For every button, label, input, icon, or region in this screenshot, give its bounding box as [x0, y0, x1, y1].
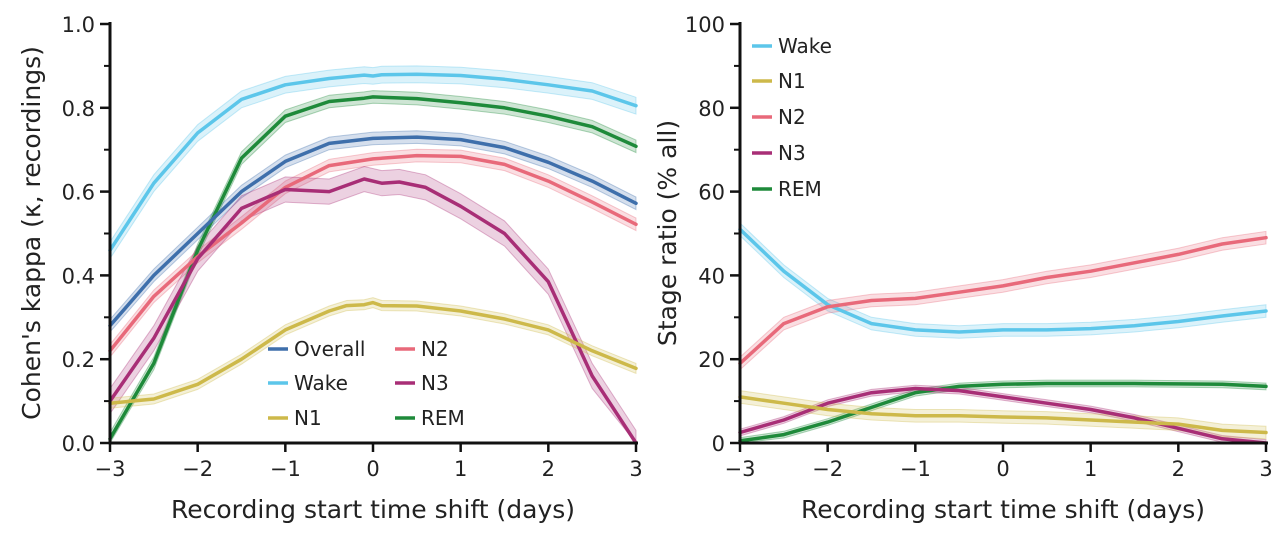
ratio-x-tick-label: 0 [996, 457, 1009, 481]
ratio-band-n1 [739, 390, 1267, 440]
kappa-legend-label: N3 [421, 371, 449, 395]
ratio-y-tick-label: 20 [698, 348, 725, 372]
kappa-x-tick-label: 1 [454, 457, 467, 481]
ratio-x-tick-label: −3 [725, 457, 756, 481]
kappa-line-n3 [108, 177, 638, 445]
kappa-line-wake [108, 72, 638, 253]
kappa-x-tick-label: −2 [182, 457, 213, 481]
kappa-legend-item-rem: REM [395, 406, 465, 430]
kappa-legend-item-n2: N2 [395, 337, 449, 361]
ratio-line-n2 [738, 235, 1268, 366]
kappa-y-axis-label: Cohen's kappa (κ, recordings) [17, 46, 46, 420]
kappa-band-n2 [109, 148, 637, 359]
kappa-legend-item-n1: N1 [268, 406, 322, 430]
ratio-y-tick-label: 40 [698, 264, 725, 288]
ratio-x-tick-label: 1 [1084, 457, 1097, 481]
kappa-line-rem [108, 95, 638, 441]
kappa-band-wake [109, 65, 637, 261]
ratio-legend-item-wake: Wake [752, 34, 832, 58]
ratio-line-n1 [738, 395, 1268, 435]
kappa-x-tick-label: 0 [366, 457, 379, 481]
kappa-x-tick-label: −3 [95, 457, 126, 481]
ratio-legend-label: N3 [778, 141, 806, 165]
kappa-x-tick-label: 2 [542, 457, 555, 481]
kappa-lines [108, 72, 638, 445]
kappa-legend-label: REM [421, 406, 465, 430]
kappa-x-tick-label: −1 [270, 457, 301, 481]
ratio-legend-label: REM [778, 177, 822, 201]
ratio-x-tick-label: 3 [1259, 457, 1272, 481]
ratio-legend-label: N1 [778, 69, 806, 93]
kappa-legend-item-overall: Overall [268, 337, 365, 361]
ratio-legend-item-n1: N1 [752, 69, 806, 93]
ratio-axes: −3 −2 −1 0 1 2 3 0 20 40 60 80 100 [685, 13, 1273, 481]
kappa-y-tick-label: 1.0 [62, 13, 95, 37]
ratio-line-wake [738, 227, 1268, 334]
kappa-legend-label: Overall [294, 337, 365, 361]
ratio-legend-item-rem: REM [752, 177, 822, 201]
ratio-lines [738, 227, 1268, 445]
ratio-y-tick-label: 0 [712, 432, 725, 456]
ratio-legend-item-n2: N2 [752, 105, 806, 129]
ratio-y-tick-label: 80 [698, 97, 725, 121]
kappa-legend-label: Wake [294, 371, 348, 395]
kappa-legend-item-wake: Wake [268, 371, 348, 395]
stage-ratio-panel: −3 −2 −1 0 1 2 3 0 20 40 60 80 100 Recording start t… [653, 13, 1273, 524]
kappa-y-tick-label: 0.6 [62, 181, 95, 205]
kappa-y-tick-label: 0.2 [62, 348, 95, 372]
ratio-y-tick-label: 100 [685, 13, 725, 37]
ratio-band-rem [739, 379, 1267, 444]
kappa-y-tick-label: 0.8 [62, 97, 95, 121]
kappa-legend: Overall Wake N1 N2 N3 REM [268, 337, 465, 430]
kappa-line-n1 [108, 300, 638, 405]
kappa-x-axis-label: Recording start time shift (days) [171, 495, 575, 524]
ratio-line-rem [738, 381, 1268, 443]
ratio-band-wake [739, 221, 1267, 339]
ratio-legend-label: Wake [778, 34, 832, 58]
kappa-panel: −3 −2 −1 0 1 2 3 0.0 0.2 0.4 0.6 0.8 1.0 Recording s… [17, 13, 643, 524]
kappa-axes: −3 −2 −1 0 1 2 3 0.0 0.2 0.4 0.6 0.8 1.0 [62, 13, 643, 481]
ratio-band-n2 [739, 230, 1267, 371]
ratio-x-axis-label: Recording start time shift (days) [801, 495, 1205, 524]
kappa-legend-label: N2 [421, 337, 449, 361]
kappa-legend-item-n3: N3 [395, 371, 449, 395]
kappa-band-overall [109, 130, 637, 334]
kappa-y-tick-label: 0.4 [62, 264, 95, 288]
kappa-y-tick-label: 0.0 [62, 432, 95, 456]
ratio-y-tick-label: 60 [698, 181, 725, 205]
ratio-x-tick-label: 2 [1172, 457, 1185, 481]
kappa-line-overall [108, 135, 638, 328]
ratio-x-tick-label: −2 [812, 457, 843, 481]
kappa-legend-label: N1 [294, 406, 322, 430]
ratio-x-tick-label: −1 [900, 457, 931, 481]
kappa-x-tick-label: 3 [629, 457, 642, 481]
ratio-line-n3 [738, 386, 1268, 445]
ratio-legend-item-n3: N3 [752, 141, 806, 165]
ratio-y-axis-label: Stage ratio (% all) [653, 120, 682, 346]
ratio-legend: Wake N1 N2 N3 REM [752, 34, 832, 201]
ratio-legend-label: N2 [778, 105, 806, 129]
